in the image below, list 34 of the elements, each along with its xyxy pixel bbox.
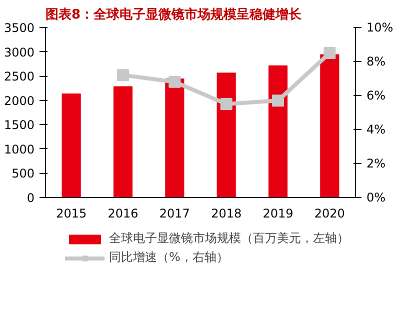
x-tick-label: 2015 [56, 206, 87, 220]
y-tick-label: 2500 [4, 70, 35, 84]
y-tick-label: 3500 [4, 21, 35, 35]
y2-tick-label: 4% [366, 122, 386, 136]
point [272, 94, 284, 107]
y2-tick-label: 0% [366, 190, 386, 204]
bar [216, 72, 236, 198]
bar [62, 94, 81, 198]
x-tick-label: 2016 [108, 206, 138, 220]
x-tick-label: 2020 [314, 206, 345, 220]
bar [320, 54, 340, 198]
bar [113, 86, 133, 198]
bar [165, 78, 184, 198]
point [168, 76, 181, 88]
point [220, 98, 232, 110]
legend-label: 同比增速（%，右轴） [109, 249, 228, 266]
x-tick-label: 2019 [262, 206, 294, 220]
y2-tick-label: 8% [366, 54, 386, 68]
y-tick-label: 500 [12, 166, 34, 181]
x-tick-label: 2017 [159, 206, 190, 220]
y2-tick-label: 2% [366, 156, 386, 170]
bar [268, 65, 288, 198]
y-tick-label: 3000 [4, 45, 35, 60]
x-tick-label: 2018 [211, 206, 242, 220]
y-tick-label: 0 [26, 191, 35, 205]
point [324, 47, 336, 59]
y-tick-label: 1000 [4, 142, 35, 156]
legend-label: 全球电子显微镜市场规模（百万美元，左轴） [109, 230, 349, 247]
y2-tick-label: 6% [366, 88, 386, 102]
point [117, 69, 129, 82]
y-tick-label: 2000 [4, 94, 35, 108]
y-tick-label: 1500 [4, 118, 35, 132]
chart-title: 图表8：全球电子显微镜市场规模呈稳健增长 [46, 6, 303, 22]
y2-tick-label: 10% [366, 20, 394, 34]
